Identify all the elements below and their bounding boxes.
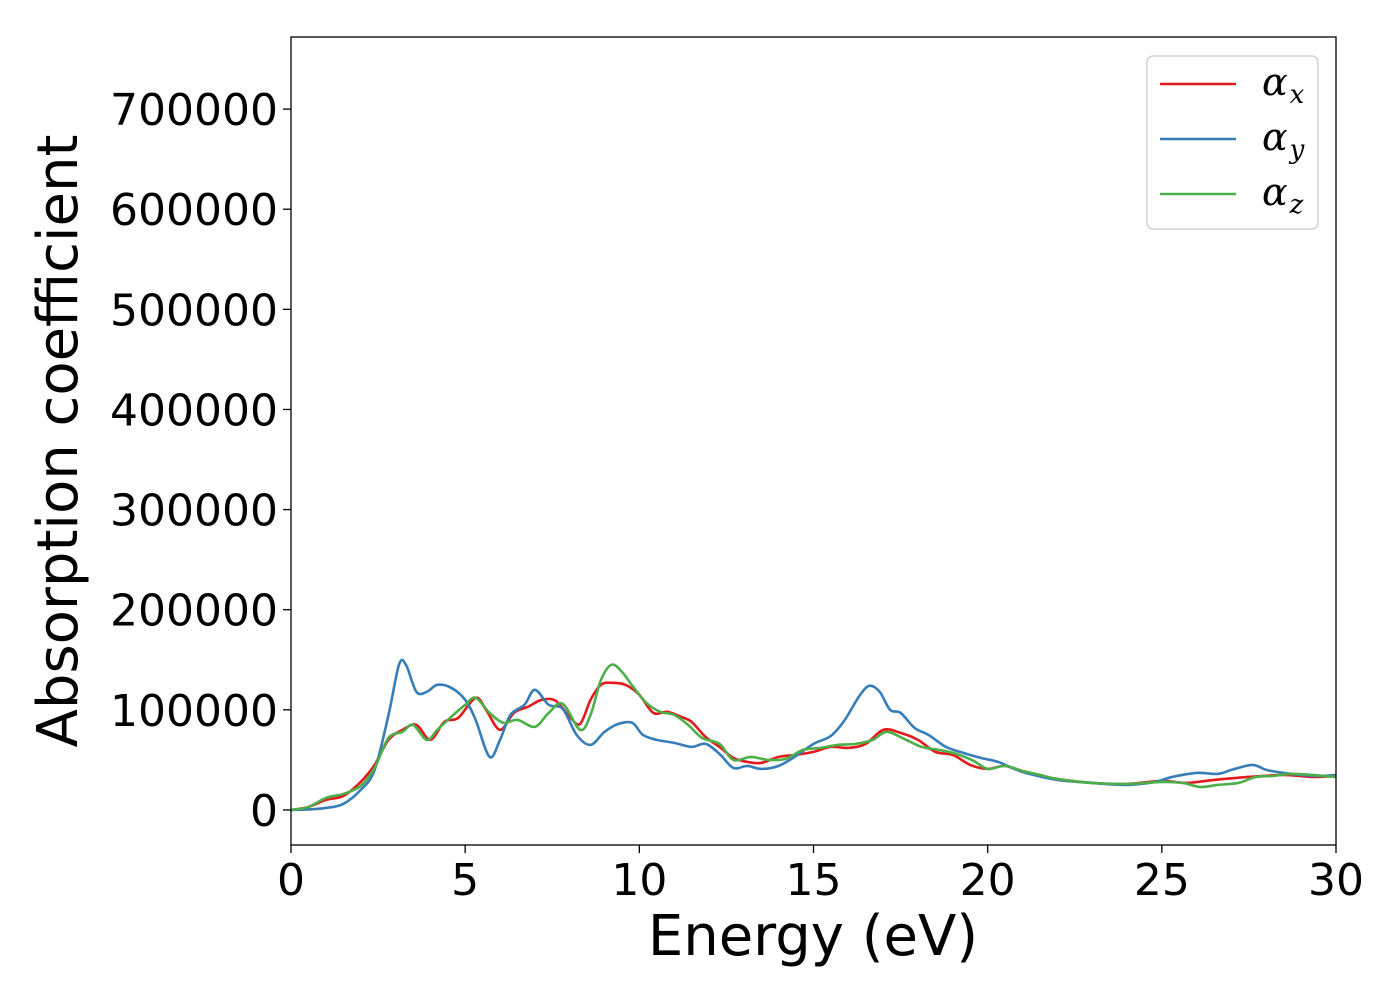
y-tick-label: 200000 (110, 586, 278, 637)
legend-label-y: αy (1262, 115, 1305, 165)
x-tick-label: 5 (451, 855, 479, 906)
y-tick-label: 0 (250, 786, 278, 837)
x-tick-label: 15 (786, 855, 842, 906)
y-axis-title: Absorption coefficient (26, 135, 91, 748)
x-tick-label: 20 (960, 855, 1016, 906)
legend-box (1146, 55, 1319, 230)
x-tick-label: 0 (277, 855, 305, 906)
series-line-x (291, 681, 1336, 812)
series-line-z (291, 663, 1336, 812)
series-layer (291, 658, 1336, 812)
x-axis-title: Energy (eV) (648, 904, 978, 969)
y-axis: 0 100000 200000 300000 400000 500000 600000 700… (110, 85, 291, 837)
legend-label-x: αx (1262, 60, 1305, 110)
y-tick-label: 600000 (110, 185, 278, 236)
y-tick-label: 100000 (110, 686, 278, 737)
y-tick-label: 500000 (110, 285, 278, 336)
x-tick-label: 30 (1308, 855, 1364, 906)
legend-label-z: αz (1262, 170, 1304, 220)
x-axis: 0 5 10 15 20 25 30 (277, 845, 1364, 906)
x-tick-label: 10 (611, 855, 667, 906)
y-tick-label: 400000 (110, 385, 278, 436)
y-tick-label: 300000 (110, 486, 278, 537)
series-line-y (291, 658, 1336, 812)
x-tick-label: 25 (1134, 855, 1190, 906)
y-tick-label: 700000 (110, 85, 278, 136)
